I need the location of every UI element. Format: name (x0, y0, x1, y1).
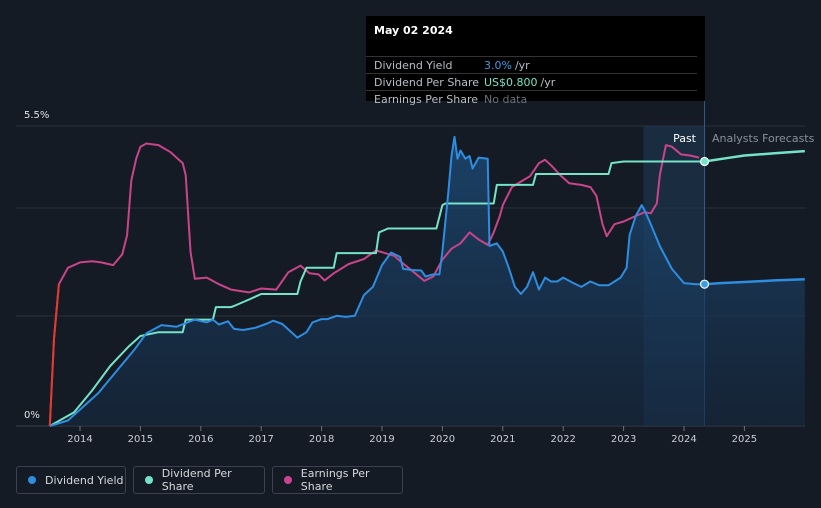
legend-item-dividend-per-share[interactable]: Dividend Per Share (133, 466, 265, 494)
x-tick-label: 2015 (128, 434, 153, 445)
legend-item-dividend-yield[interactable]: Dividend Yield (16, 466, 126, 494)
tooltip-value: US$0.800/yr (484, 76, 555, 89)
tooltip-value: No data (484, 93, 527, 106)
legend-label: Dividend Per Share (161, 467, 232, 493)
dividend-yield-line (49, 135, 705, 427)
x-tick-label: 2022 (550, 434, 575, 445)
y-tick-label-top: 5.5% (24, 110, 49, 121)
x-tick-label: 2020 (430, 434, 455, 445)
x-tick-label: 2017 (248, 434, 273, 445)
dividend-per-share-forecast-line (704, 149, 805, 163)
tooltip-unit: /yr (514, 59, 530, 72)
tooltip-value-text: 3.0% (484, 59, 512, 72)
tooltip-row-dividend-per-share: Dividend Per Share US$0.800/yr (366, 73, 697, 91)
dividend-yield-forecast-line (704, 278, 805, 286)
x-tick-label: 2016 (188, 434, 213, 445)
legend-dot-icon (284, 476, 292, 484)
tooltip-value: 3.0%/yr (484, 59, 530, 72)
x-tick-label: 2019 (369, 434, 394, 445)
x-tick-label: 2025 (732, 434, 757, 445)
legend-dot-icon (28, 476, 36, 484)
past-label: Past (673, 132, 697, 145)
x-tick-label: 2018 (309, 434, 334, 445)
x-tick-label: 2023 (611, 434, 636, 445)
tooltip-label: Earnings Per Share (374, 93, 479, 106)
tooltip-label: Dividend Per Share (374, 76, 480, 89)
tooltip-row-dividend-yield: Dividend Yield 3.0%/yr (366, 56, 697, 74)
legend-label: Earnings Per Share (300, 467, 370, 493)
x-tick-label: 2024 (671, 434, 696, 445)
legend-item-earnings-per-share[interactable]: Earnings Per Share (272, 466, 403, 494)
tooltip: May 02 2024 Dividend Yield 3.0%/yr Divid… (366, 16, 705, 106)
dividend-yield-area (49, 136, 805, 426)
y-tick-label-bottom: 0% (24, 410, 40, 421)
legend-dot-icon (145, 476, 153, 484)
tooltip-date: May 02 2024 (374, 24, 453, 37)
tooltip-unit: /yr (540, 76, 556, 89)
forecast-label: Analysts Forecasts (712, 132, 815, 145)
dividend-yield-marker[interactable] (699, 279, 710, 289)
x-tick-label: 2014 (67, 434, 92, 445)
tooltip-value-text: US$0.800 (484, 76, 538, 89)
tooltip-label: Dividend Yield (374, 59, 453, 72)
legend-label: Dividend Yield (45, 473, 124, 487)
tooltip-value-text: No data (484, 93, 528, 106)
x-tick-label: 2021 (490, 434, 515, 445)
dividend-per-share-line (49, 160, 705, 427)
dividend-per-share-marker[interactable] (699, 156, 710, 167)
earnings-per-share-line (48, 142, 700, 427)
tooltip-row-earnings-per-share: Earnings Per Share No data (366, 90, 697, 108)
earnings-per-share-negative-segment (48, 284, 60, 427)
